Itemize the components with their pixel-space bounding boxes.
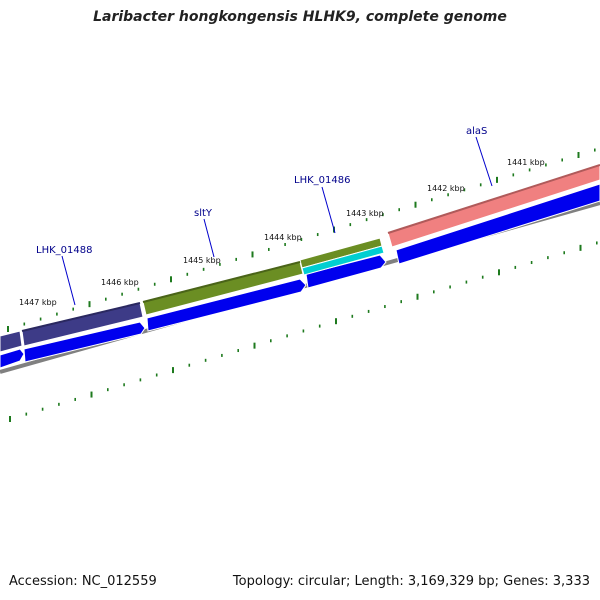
scale-label: 1446 kbp <box>101 278 139 287</box>
gene-bar-lhk-01488-left[interactable] <box>0 330 23 353</box>
scale-label: 1441 kbp <box>507 158 545 167</box>
genome-summary-label: Topology: circular; Length: 3,169,329 bp… <box>232 574 590 589</box>
cds-arrow[interactable] <box>0 348 25 369</box>
cds-arrow[interactable] <box>23 321 146 363</box>
scale-label: 1445 kbp <box>183 256 221 265</box>
scale-ticks-inner <box>9 241 598 422</box>
scale-ticks-outer <box>7 148 596 332</box>
scale-label: 1447 kbp <box>19 298 57 307</box>
gene-label-lhk-01488[interactable]: LHK_01488 <box>36 245 92 256</box>
gene-label-alas[interactable]: alaS <box>466 126 487 137</box>
gene-labels: alaS LHK_01486 sltY LHK_01488 <box>36 126 487 256</box>
map-title: Laribacter hongkongensis HLHK9, complete… <box>93 9 507 25</box>
scale-labels: 1441 kbp 1442 kbp 1443 kbp 1444 kbp 1445… <box>19 158 545 307</box>
forward-cds-track <box>0 183 600 369</box>
accession-label: Accession: NC_012559 <box>9 574 157 589</box>
gene-leader-lines <box>61 136 493 306</box>
scale-label: 1443 kbp <box>346 209 384 218</box>
gene-feature-track <box>0 164 600 353</box>
scale-label: 1442 kbp <box>427 184 465 193</box>
gene-bar-lhk-01486-bottom[interactable] <box>301 245 385 276</box>
cds-arrow[interactable] <box>305 254 387 289</box>
gene-edge <box>387 164 600 234</box>
gene-label-lhk-01486[interactable]: LHK_01486 <box>294 175 350 186</box>
gene-edge <box>142 261 301 303</box>
cds-arrow[interactable] <box>146 278 307 332</box>
gene-label-slty[interactable]: sltY <box>194 208 213 219</box>
gene-edge <box>21 302 141 332</box>
scale-label: 1444 kbp <box>264 233 302 242</box>
cds-arrow[interactable] <box>395 183 600 265</box>
